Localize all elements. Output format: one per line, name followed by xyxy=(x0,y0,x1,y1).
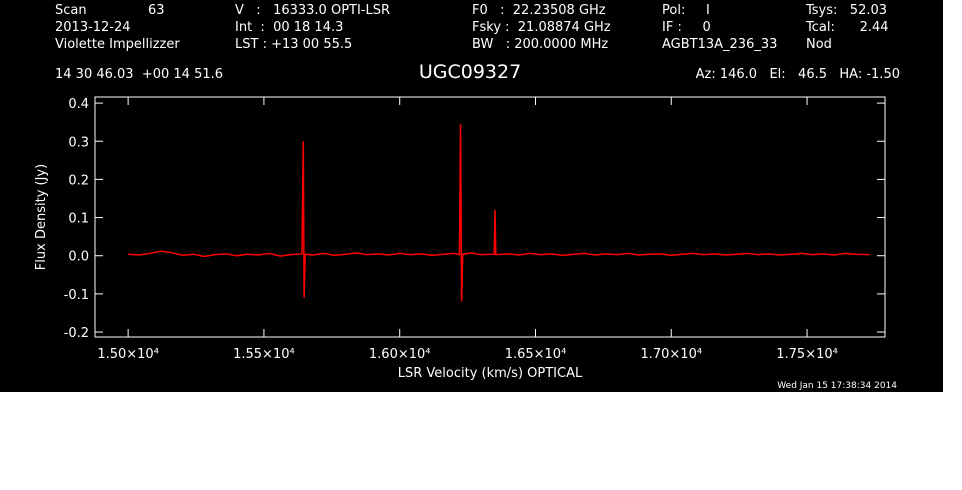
y-tick-label: 0.2 xyxy=(68,173,89,188)
header-field: Tsys: 52.03 xyxy=(805,3,887,18)
header-field: LST : +13 00 55.5 xyxy=(235,37,352,52)
x-tick-label: 1.75×10⁴ xyxy=(776,347,838,362)
chart-title: UGC09327 xyxy=(419,61,521,83)
y-tick-label: 0.4 xyxy=(68,97,89,112)
y-tick-label: -0.2 xyxy=(64,326,89,341)
y-tick-label: -0.1 xyxy=(64,288,89,303)
y-tick-label: 0.3 xyxy=(68,135,89,150)
header-field: 63 xyxy=(148,3,165,18)
header-field: Pol: I xyxy=(662,3,710,18)
header-field: Tcal: 2.44 xyxy=(805,20,889,35)
x-tick-label: 1.55×10⁴ xyxy=(233,347,295,362)
y-tick-label: 0.0 xyxy=(68,250,89,265)
header-field: F0 : 22.23508 GHz xyxy=(472,3,606,18)
header-field: BW : 200.0000 MHz xyxy=(472,37,608,52)
header-field: Az: 146.0 El: 46.5 HA: -1.50 xyxy=(696,67,900,82)
x-tick-label: 1.70×10⁴ xyxy=(640,347,702,362)
header-field: 14 30 46.03 +00 14 51.6 xyxy=(55,67,223,82)
header-field: V : 16333.0 OPTI-LSR xyxy=(235,3,390,18)
plot-frame xyxy=(94,96,886,338)
y-tick-label: 0.1 xyxy=(68,212,89,227)
background xyxy=(0,0,943,392)
header-field: Scan xyxy=(55,3,87,18)
x-tick-label: 1.65×10⁴ xyxy=(505,347,567,362)
header-field: Violette Impellizzer xyxy=(55,37,180,52)
x-axis-label: LSR Velocity (km/s) OPTICAL xyxy=(398,366,583,381)
x-tick-label: 1.50×10⁴ xyxy=(97,347,159,362)
header-field: IF : 0 xyxy=(662,20,711,35)
spectrum-line xyxy=(128,124,870,302)
header-field: Nod xyxy=(806,37,832,52)
header-field: Int : 00 18 14.3 xyxy=(235,20,343,35)
header-field: 2013-12-24 xyxy=(55,20,131,35)
header-field: Fsky : 21.08874 GHz xyxy=(472,20,611,35)
y-axis-label: Flux Density (Jy) xyxy=(34,164,49,270)
header-field: AGBT13A_236_33 xyxy=(662,37,777,52)
timestamp: Wed Jan 15 17:38:34 2014 xyxy=(777,381,897,391)
x-tick-label: 1.60×10⁴ xyxy=(369,347,431,362)
